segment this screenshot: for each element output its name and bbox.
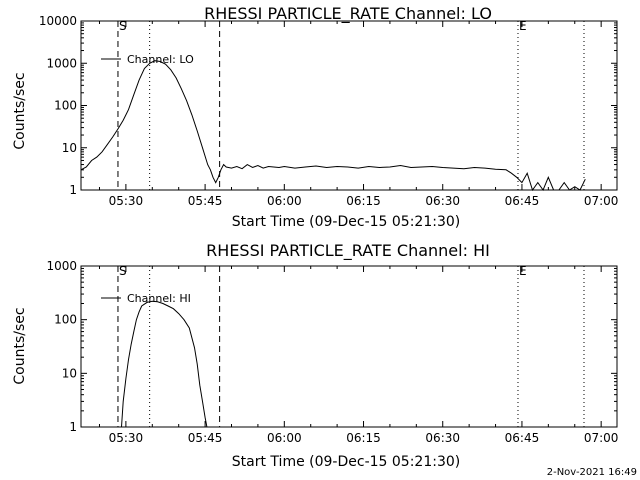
plot-frame: [80, 20, 618, 191]
y-tick-label: 1: [69, 420, 77, 434]
chart-panel-hi: RHESSI PARTICLE_RATE Channel: HI Counts/…: [12, 241, 618, 470]
x-tick-label: 05:45: [188, 194, 223, 208]
chart-title: RHESSI PARTICLE_RATE Channel: HI: [206, 241, 490, 261]
series-line: [80, 60, 586, 192]
chart-panel-lo: RHESSI PARTICLE_RATE Channel: LO Counts/…: [12, 4, 618, 230]
plot-frame: [80, 265, 618, 428]
x-tick-label: 07:00: [584, 194, 619, 208]
y-tick-label: 10000: [39, 14, 77, 28]
y-axis-label: Counts/sec: [12, 72, 28, 149]
x-tick-label: 06:45: [505, 431, 540, 445]
chart-title: RHESSI PARTICLE_RATE Channel: LO: [204, 4, 492, 24]
x-tick-label: 06:15: [346, 194, 381, 208]
legend-label: Channel: HI: [127, 292, 191, 305]
legend-label: Channel: LO: [127, 53, 194, 66]
x-tick-label: 06:30: [425, 431, 460, 445]
x-tick-label: 05:30: [109, 194, 144, 208]
series-line: [121, 300, 208, 428]
y-tick-label: 1000: [46, 259, 77, 273]
y-tick-label: 1000: [46, 56, 77, 70]
y-tick-label: 10: [62, 141, 77, 155]
x-tick-label: 05:30: [109, 431, 144, 445]
x-tick-label: 06:00: [267, 194, 302, 208]
x-tick-label: 06:00: [267, 431, 302, 445]
x-tick-label: 06:30: [425, 194, 460, 208]
date-stamp: 2-Nov-2021 16:49: [547, 467, 637, 478]
y-tick-label: 100: [54, 99, 77, 113]
y-axis-label: Counts/sec: [12, 307, 28, 384]
y-tick-label: 1: [69, 183, 77, 197]
event-marker-label: E: [519, 19, 527, 33]
event-marker-label: S: [119, 264, 127, 278]
y-tick-label: 100: [54, 313, 77, 327]
x-tick-label: 05:45: [188, 431, 223, 445]
x-tick-label: 06:45: [505, 194, 540, 208]
y-tick-label: 10: [62, 366, 77, 380]
x-axis-label: Start Time (09-Dec-15 05:21:30): [232, 454, 460, 470]
x-tick-label: 06:15: [346, 431, 381, 445]
x-tick-label: 07:00: [584, 431, 619, 445]
event-marker-label: E: [519, 264, 527, 278]
x-axis-label: Start Time (09-Dec-15 05:21:30): [232, 214, 460, 230]
event-marker-label: S: [119, 19, 127, 33]
